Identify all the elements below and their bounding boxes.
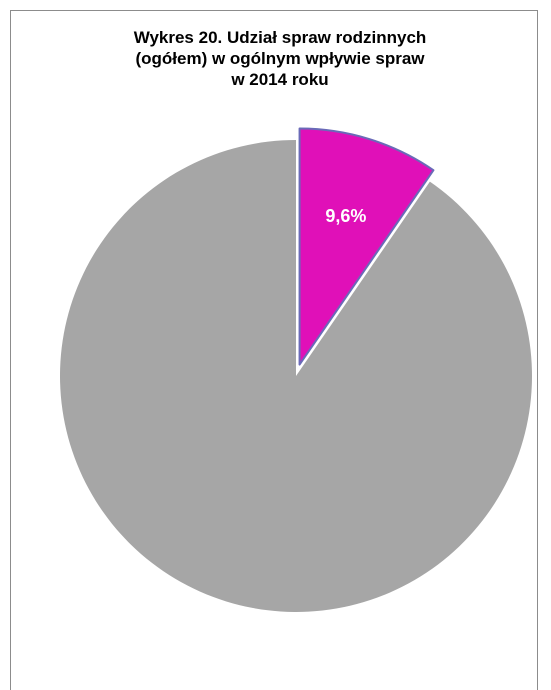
- pie-chart: 9,6%: [59, 127, 532, 613]
- pie-slice-label-0: 9,6%: [325, 206, 366, 226]
- chart-title-line-3: w 2014 roku: [231, 70, 329, 89]
- chart-title: Wykres 20. Udział spraw rodzinnych (ogół…: [60, 27, 500, 90]
- chart-title-line-1: Wykres 20. Udział spraw rodzinnych: [133, 28, 427, 47]
- pie-slice-1: [59, 140, 532, 613]
- pie-slice-0: [298, 127, 435, 366]
- pie-slices: 9,6%: [59, 127, 532, 613]
- chart-title-line-2: (ogółem) w ogólnym wpływie spraw: [135, 49, 425, 68]
- chart-frame: [10, 10, 538, 690]
